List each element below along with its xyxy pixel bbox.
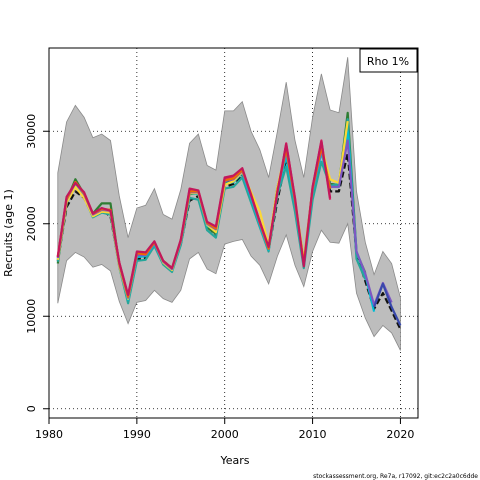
legend-label: Rho 1% (367, 55, 409, 68)
x-tick-label: 1980 (35, 428, 63, 441)
series-line (56, 118, 367, 305)
axes-layer: 1980 1990 2000 2010 2020 0 10000 20000 30000 (25, 47, 419, 441)
y-axis-title: Recruits (age 1) (2, 189, 15, 277)
series-line (56, 145, 402, 330)
plot-frame (48, 47, 419, 419)
x-tick-label: 2000 (211, 428, 239, 441)
y-tick-label: 0 (25, 405, 38, 412)
legend: Rho 1% (359, 48, 418, 73)
x-tick-label: 1990 (123, 428, 151, 441)
x-tick-label: 2010 (299, 428, 327, 441)
y-tick-label: 20000 (25, 206, 38, 241)
series-line (56, 140, 332, 297)
footer-credit: stockassessment.org, Re7a, r17092, git:e… (313, 473, 478, 480)
series-line (373, 282, 402, 326)
confidence-band (57, 57, 401, 351)
y-tick-label: 30000 (25, 114, 38, 149)
legend-box (359, 48, 418, 73)
x-axis-title: Years (219, 454, 249, 467)
y-tick-label: 10000 (25, 299, 38, 334)
x-tick-label: 2020 (386, 428, 414, 441)
series-lines-layer (56, 111, 402, 330)
confidence-band-layer (57, 57, 401, 351)
